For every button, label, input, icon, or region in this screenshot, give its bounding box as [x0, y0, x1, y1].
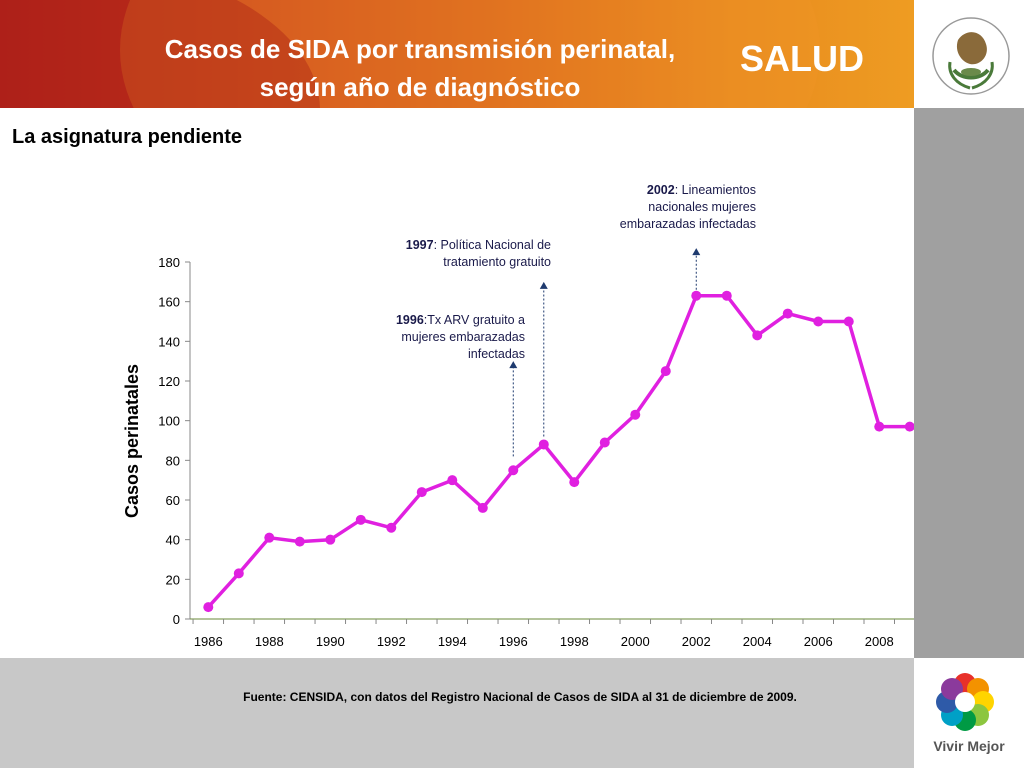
page-title-line2: según año de diagnóstico [259, 72, 581, 102]
line-chart: 0 20 40 60 80 100 120 140 160 180 1986 1988 1990 1992… [122, 248, 914, 649]
arrow-up-icon [509, 361, 518, 369]
data-point [599, 437, 610, 448]
page-title: Casos de SIDA por transmisión perinatal,… [110, 30, 730, 106]
annotation-year: 1997 [405, 238, 434, 252]
data-point [355, 514, 366, 525]
arrow-up-icon [539, 281, 548, 289]
x-tick-label: 1992 [377, 634, 406, 649]
data-point [813, 316, 824, 327]
data-point [447, 475, 458, 486]
annotation-text: embarazadas infectadas [619, 217, 756, 231]
data-point [416, 487, 427, 498]
page-title-line1: Casos de SIDA por transmisión perinatal, [164, 34, 676, 64]
annotation-2002: 2002: Lineamientos nacionales mujeres em… [560, 182, 756, 233]
x-tick-label: 2008 [865, 634, 894, 649]
x-tick-label: 1988 [255, 634, 284, 649]
annotation-text: tratamiento gratuito [443, 255, 551, 269]
data-point [721, 290, 732, 301]
x-tick-label: 1996 [499, 634, 528, 649]
arrow-up-icon [692, 248, 701, 256]
x-tick-label: 1990 [316, 634, 345, 649]
annotation-year: 2002 [646, 183, 675, 197]
y-axis-label: Casos perinatales [122, 364, 142, 518]
data-point [264, 532, 275, 543]
y-tick-label: 80 [166, 453, 180, 468]
y-tick-label: 140 [158, 334, 180, 349]
data-point [294, 536, 305, 547]
chart-axes: 0 20 40 60 80 100 120 140 160 180 1986 1988 1990 1992… [158, 255, 914, 649]
logo-label: Vivir Mejor [933, 738, 1005, 754]
x-tick-label: 2004 [743, 634, 772, 649]
y-tick-label: 160 [158, 295, 180, 310]
y-tick-label: 100 [158, 414, 180, 429]
data-point [904, 421, 914, 432]
source-note: Fuente: CENSIDA, con datos del Registro … [243, 690, 797, 704]
data-point [477, 502, 488, 513]
y-tick-label: 20 [166, 572, 180, 587]
data-point [630, 409, 641, 420]
data-point [325, 534, 336, 545]
annotation-text: : Lineamientos [674, 183, 756, 197]
data-point [874, 421, 885, 432]
x-tick-label: 2002 [682, 634, 711, 649]
data-point [843, 316, 854, 327]
data-point [691, 290, 702, 301]
y-tick-label: 40 [166, 533, 180, 548]
data-point [782, 308, 793, 319]
data-point [538, 439, 549, 450]
data-point [660, 366, 671, 377]
annotation-text: :Tx ARV gratuito a [423, 313, 525, 327]
x-tick-label: 1994 [438, 634, 467, 649]
y-tick-label: 180 [158, 255, 180, 270]
annotation-year: 1996 [395, 313, 424, 327]
x-tick-label: 2006 [804, 634, 833, 649]
eagle-seal-icon [932, 17, 1010, 95]
x-tick-label: 1986 [194, 634, 223, 649]
banner-arc [0, 0, 320, 108]
y-tick-label: 60 [166, 493, 180, 508]
data-point [203, 602, 214, 613]
y-tick-label: 0 [173, 612, 180, 627]
data-point [386, 522, 397, 533]
data-point [752, 330, 763, 341]
banner-arc [120, 0, 820, 108]
footer-bar [0, 658, 914, 768]
vivir-mejor-logo [914, 658, 1024, 768]
x-tick-label: 1998 [560, 634, 589, 649]
annotation-1996: 1996:Tx ARV gratuito a mujeres embarazad… [330, 312, 525, 363]
y-tick-label: 120 [158, 374, 180, 389]
national-seal [914, 0, 1024, 108]
x-tick-label: 2000 [621, 634, 650, 649]
side-bar [914, 108, 1024, 658]
annotation-text: : Política Nacional de [433, 238, 551, 252]
annotation-text: mujeres embarazadas [401, 330, 525, 344]
data-point [233, 568, 244, 579]
data-point [569, 477, 580, 488]
series-line [207, 293, 910, 609]
header-banner: Casos de SIDA por transmisión perinatal,… [0, 0, 914, 108]
data-point [508, 465, 519, 476]
section-subtitle: La asignatura pendiente [12, 126, 243, 148]
annotation-1997: 1997: Política Nacional de tratamiento g… [350, 237, 551, 271]
flower-logo-icon [936, 673, 994, 731]
annotation-arrows [509, 248, 701, 457]
chart-plot-area [203, 290, 914, 613]
annotation-text: nacionales mujeres [648, 200, 756, 214]
annotation-text: infectadas [468, 347, 525, 361]
brand-label: SALUD [740, 38, 864, 79]
